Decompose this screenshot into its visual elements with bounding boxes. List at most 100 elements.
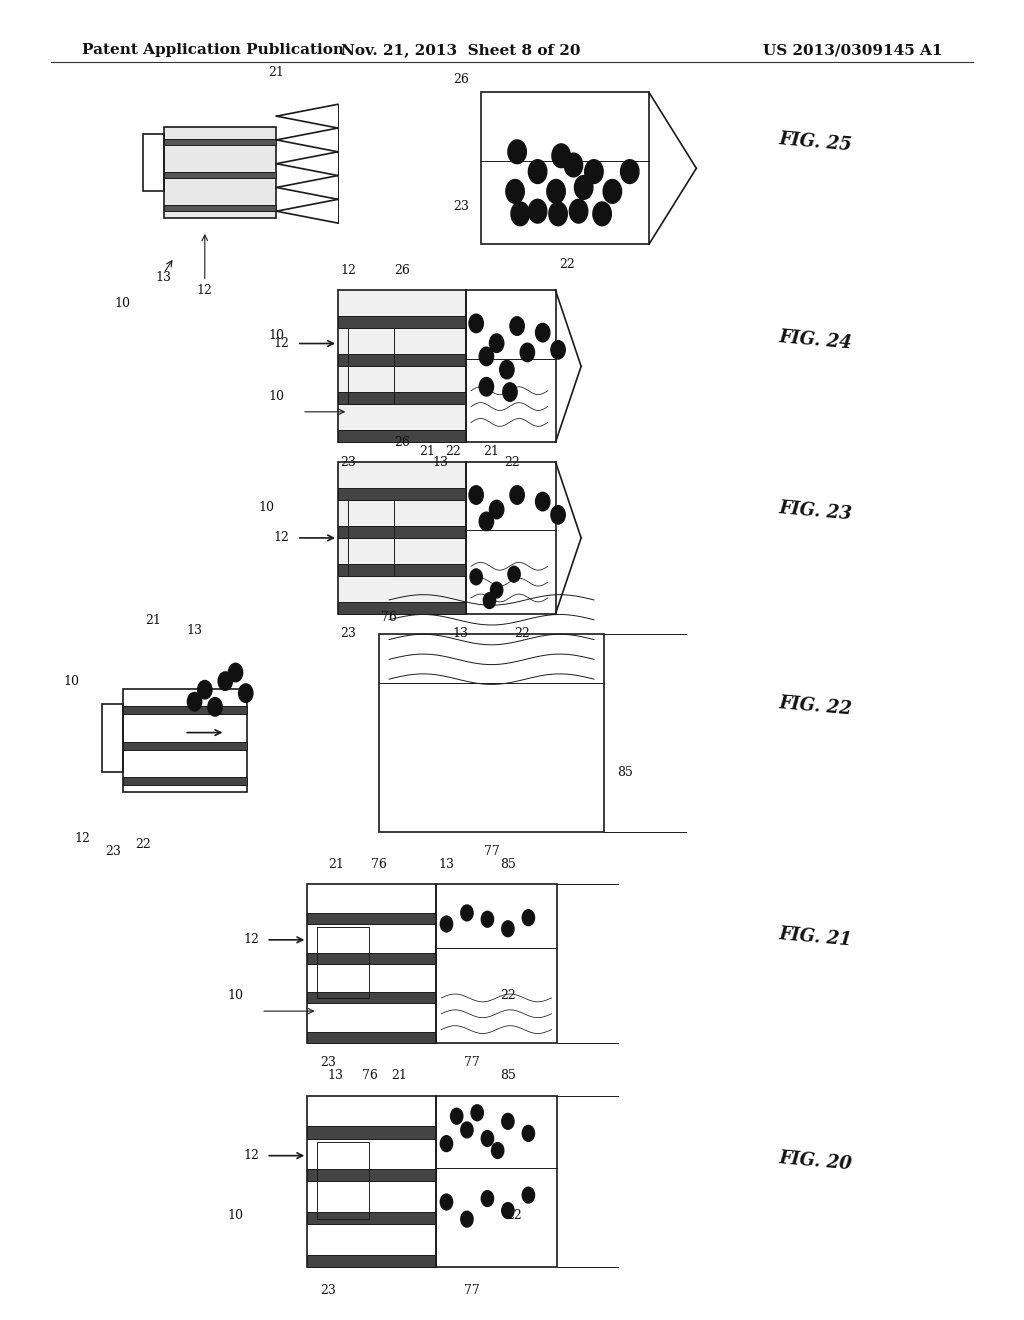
Circle shape — [208, 697, 222, 715]
Circle shape — [490, 582, 503, 598]
Bar — [379, 634, 604, 832]
Text: 13: 13 — [328, 1069, 344, 1082]
Circle shape — [479, 512, 494, 531]
Circle shape — [483, 593, 496, 609]
Text: FIG. 23: FIG. 23 — [778, 499, 853, 524]
Circle shape — [218, 672, 232, 690]
Circle shape — [440, 916, 453, 932]
Circle shape — [528, 160, 547, 183]
Bar — [338, 317, 466, 329]
Text: 76: 76 — [381, 611, 397, 624]
Text: 21: 21 — [391, 1069, 407, 1082]
Text: 22: 22 — [445, 445, 461, 458]
Circle shape — [479, 378, 494, 396]
Text: 85: 85 — [616, 766, 633, 779]
Bar — [123, 777, 247, 785]
Bar — [102, 704, 123, 772]
Text: 22: 22 — [501, 989, 516, 1002]
Text: 21: 21 — [483, 445, 500, 458]
Circle shape — [461, 906, 473, 921]
Text: 23: 23 — [319, 1284, 336, 1298]
Bar — [307, 1032, 436, 1043]
Bar — [466, 290, 555, 442]
Circle shape — [508, 140, 526, 164]
Text: 21: 21 — [145, 614, 162, 627]
Circle shape — [585, 160, 603, 183]
Text: 10: 10 — [227, 1209, 244, 1222]
Circle shape — [508, 566, 520, 582]
Text: 22: 22 — [135, 838, 152, 851]
Bar — [338, 354, 466, 366]
Text: 23: 23 — [340, 627, 356, 640]
Bar — [338, 488, 466, 500]
Text: 22: 22 — [559, 257, 575, 271]
Text: 12: 12 — [197, 284, 213, 297]
Text: 76: 76 — [371, 858, 387, 871]
Circle shape — [471, 1105, 483, 1121]
Circle shape — [574, 176, 593, 199]
Bar — [338, 525, 466, 539]
Text: 13: 13 — [156, 271, 172, 284]
Circle shape — [187, 693, 202, 711]
Text: 12: 12 — [340, 264, 356, 277]
Circle shape — [500, 360, 514, 379]
Circle shape — [528, 199, 547, 223]
Bar — [307, 953, 436, 964]
Circle shape — [502, 1114, 514, 1129]
Circle shape — [239, 684, 253, 702]
Circle shape — [536, 323, 550, 342]
Text: 12: 12 — [243, 933, 259, 946]
Circle shape — [593, 202, 611, 226]
Circle shape — [510, 317, 524, 335]
Bar — [307, 1212, 436, 1225]
Text: 77: 77 — [465, 1284, 480, 1298]
Text: 21: 21 — [328, 858, 344, 871]
Circle shape — [502, 921, 514, 937]
Text: Patent Application Publication: Patent Application Publication — [82, 44, 344, 57]
Circle shape — [569, 199, 588, 223]
Text: 23: 23 — [453, 199, 469, 213]
Text: 26: 26 — [394, 264, 410, 277]
Text: 76: 76 — [362, 1069, 378, 1082]
Text: 12: 12 — [74, 832, 90, 845]
Circle shape — [489, 500, 504, 519]
Bar — [436, 884, 557, 1043]
Circle shape — [522, 1187, 535, 1203]
Text: 85: 85 — [501, 1069, 516, 1082]
Text: 23: 23 — [319, 1056, 336, 1069]
Bar — [307, 1096, 436, 1267]
Bar — [338, 392, 466, 404]
Bar — [317, 927, 369, 998]
Circle shape — [440, 1195, 453, 1210]
Text: 85: 85 — [501, 858, 516, 871]
Bar — [348, 500, 394, 576]
Bar — [123, 742, 247, 750]
Text: 23: 23 — [340, 455, 356, 469]
Text: 10: 10 — [258, 502, 274, 513]
Text: US 2013/0309145 A1: US 2013/0309145 A1 — [763, 44, 942, 57]
Text: 13: 13 — [432, 455, 449, 469]
Text: 13: 13 — [186, 624, 203, 638]
Circle shape — [551, 506, 565, 524]
Circle shape — [479, 347, 494, 366]
Circle shape — [536, 492, 550, 511]
Text: FIG. 24: FIG. 24 — [778, 327, 853, 352]
Bar — [338, 602, 466, 614]
Bar — [164, 172, 276, 178]
Bar — [164, 139, 276, 145]
Bar — [338, 430, 466, 442]
Circle shape — [470, 569, 482, 585]
Circle shape — [603, 180, 622, 203]
Circle shape — [489, 334, 504, 352]
Circle shape — [481, 1191, 494, 1206]
Bar — [481, 92, 649, 244]
Circle shape — [547, 180, 565, 203]
Bar — [338, 564, 466, 576]
Bar — [123, 706, 247, 714]
Circle shape — [511, 202, 529, 226]
Bar — [307, 1170, 436, 1181]
Circle shape — [502, 1203, 514, 1218]
Circle shape — [551, 341, 565, 359]
Circle shape — [440, 1135, 453, 1151]
Text: 10: 10 — [268, 391, 285, 403]
